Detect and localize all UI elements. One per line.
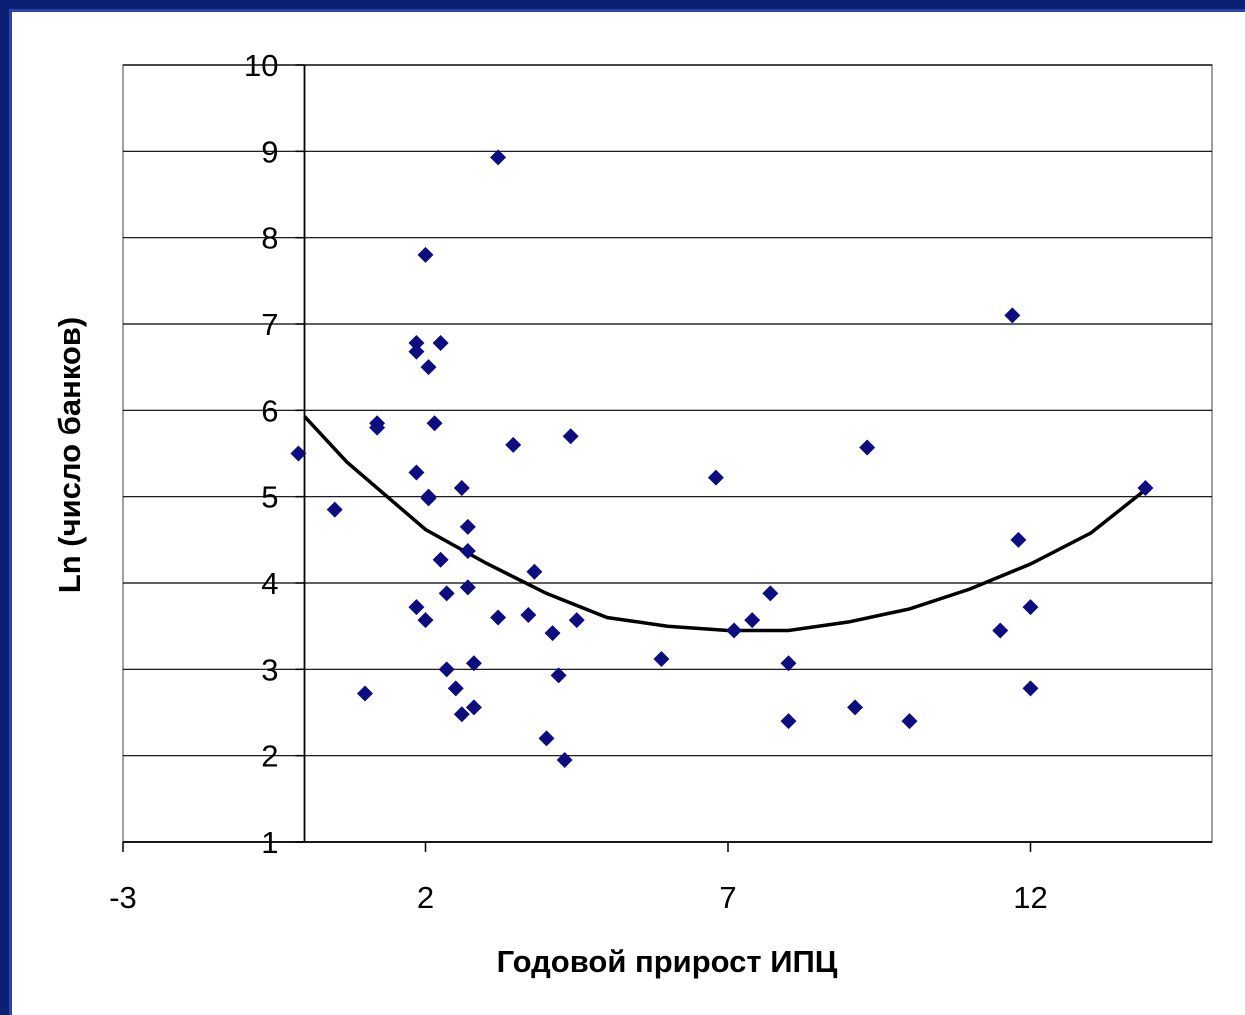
data-point: [550, 667, 567, 684]
data-point: [1022, 680, 1039, 697]
data-point: [459, 518, 476, 535]
data-point: [1137, 480, 1154, 497]
data-point: [438, 661, 455, 678]
x-tick-label: 7: [719, 880, 736, 915]
x-axis-title: Годовой прирост ИПЦ: [497, 944, 838, 979]
data-point: [357, 685, 373, 702]
x-tick-label: -3: [109, 880, 137, 915]
data-point: [520, 606, 537, 623]
y-tick-label: 5: [261, 480, 278, 515]
plot-area: [122, 64, 1213, 843]
data-point: [432, 551, 449, 568]
data-point: [1022, 599, 1039, 616]
data-point: [408, 599, 425, 616]
data-point: [707, 469, 724, 486]
y-tick-label: 1: [261, 825, 278, 860]
data-point: [432, 334, 449, 351]
y-tick-label: 9: [261, 134, 278, 169]
data-point: [847, 699, 864, 716]
data-point: [465, 655, 482, 672]
data-point: [780, 713, 797, 730]
data-point: [438, 585, 455, 602]
data-point: [447, 680, 464, 697]
data-point: [726, 622, 743, 639]
y-tick-label: 8: [261, 221, 278, 256]
data-point: [490, 149, 507, 166]
y-tick-label: 7: [261, 307, 278, 342]
data-point: [326, 501, 343, 518]
data-point: [290, 445, 307, 462]
data-point: [417, 246, 434, 263]
data-point: [369, 419, 386, 436]
data-point: [459, 543, 476, 560]
data-point: [453, 480, 470, 497]
data-point: [992, 622, 1009, 639]
data-point: [556, 751, 573, 768]
data-point: [408, 343, 425, 360]
data-point: [420, 359, 437, 376]
data-point: [780, 655, 797, 672]
data-point: [426, 415, 443, 432]
data-point: [653, 650, 670, 667]
data-point: [1004, 307, 1021, 324]
x-tick-label: 2: [417, 880, 434, 915]
data-point: [762, 585, 779, 602]
data-point: [1010, 531, 1027, 548]
data-points: [290, 149, 1154, 768]
y-tick-label: 4: [261, 566, 278, 601]
data-point: [505, 436, 522, 453]
data-point: [568, 612, 585, 629]
data-point: [859, 439, 876, 456]
data-point: [544, 625, 561, 642]
data-point: [417, 612, 434, 629]
y-tick-label: 6: [261, 393, 278, 428]
data-point: [901, 713, 918, 730]
data-point: [538, 730, 555, 747]
data-point: [490, 609, 507, 626]
data-point: [408, 464, 425, 481]
y-tick-label: 2: [261, 739, 278, 774]
data-point: [453, 706, 470, 723]
data-point: [562, 428, 579, 445]
y-tick-label: 10: [244, 48, 278, 83]
data-point: [459, 579, 476, 596]
data-point: [408, 334, 425, 351]
x-tick-label: 12: [1013, 880, 1047, 915]
data-point: [465, 699, 482, 716]
y-tick-label: 3: [261, 652, 278, 687]
data-point: [420, 490, 437, 507]
data-point: [526, 563, 543, 580]
y-axis-title: Ln (число банков): [52, 317, 87, 593]
data-point: [744, 612, 761, 629]
